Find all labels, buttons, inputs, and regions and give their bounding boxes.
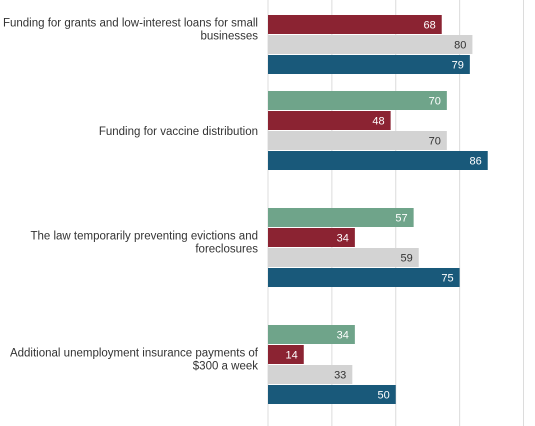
bar-value-label: 80 [454, 40, 466, 52]
bar-value-label: 34 [337, 233, 349, 245]
bar [268, 385, 396, 404]
bar [268, 35, 473, 54]
bar-value-label: 70 [429, 96, 441, 108]
bar [268, 365, 353, 384]
bar [268, 131, 447, 150]
bar-value-label: 70 [429, 136, 441, 148]
bar [268, 15, 442, 34]
bar [268, 111, 391, 130]
bar-value-label: 50 [378, 390, 390, 402]
bars: 68 80 79 70 48 70 86 57 34 59 75 34 14 33 50 [268, 15, 488, 404]
bar-value-label: 79 [452, 60, 464, 72]
category-label: Funding for vaccine distribution [99, 126, 258, 138]
bar-value-label: 75 [441, 273, 453, 285]
bar [268, 151, 488, 170]
category-label: Additional unemployment insurance paymen… [10, 348, 259, 373]
bar-value-label: 86 [469, 156, 481, 168]
bar-value-label: 14 [286, 350, 298, 362]
bar-value-label: 48 [372, 116, 384, 128]
bar-value-label: 34 [337, 330, 349, 342]
bar-value-label: 57 [395, 213, 407, 225]
bar [268, 345, 304, 364]
category-labels: Funding for grants and low-interest loan… [3, 18, 259, 373]
category-label: The law temporarily preventing evictions… [30, 231, 258, 256]
bar-value-label: 68 [423, 20, 435, 32]
bar [268, 55, 470, 74]
bar [268, 268, 460, 287]
category-label: Funding for grants and low-interest loan… [3, 18, 258, 43]
bar [268, 91, 447, 110]
bar [268, 208, 414, 227]
bar-value-label: 59 [400, 253, 412, 265]
bar [268, 248, 419, 267]
bar-value-label: 33 [334, 370, 346, 382]
bar [268, 325, 355, 344]
bar [268, 228, 355, 247]
